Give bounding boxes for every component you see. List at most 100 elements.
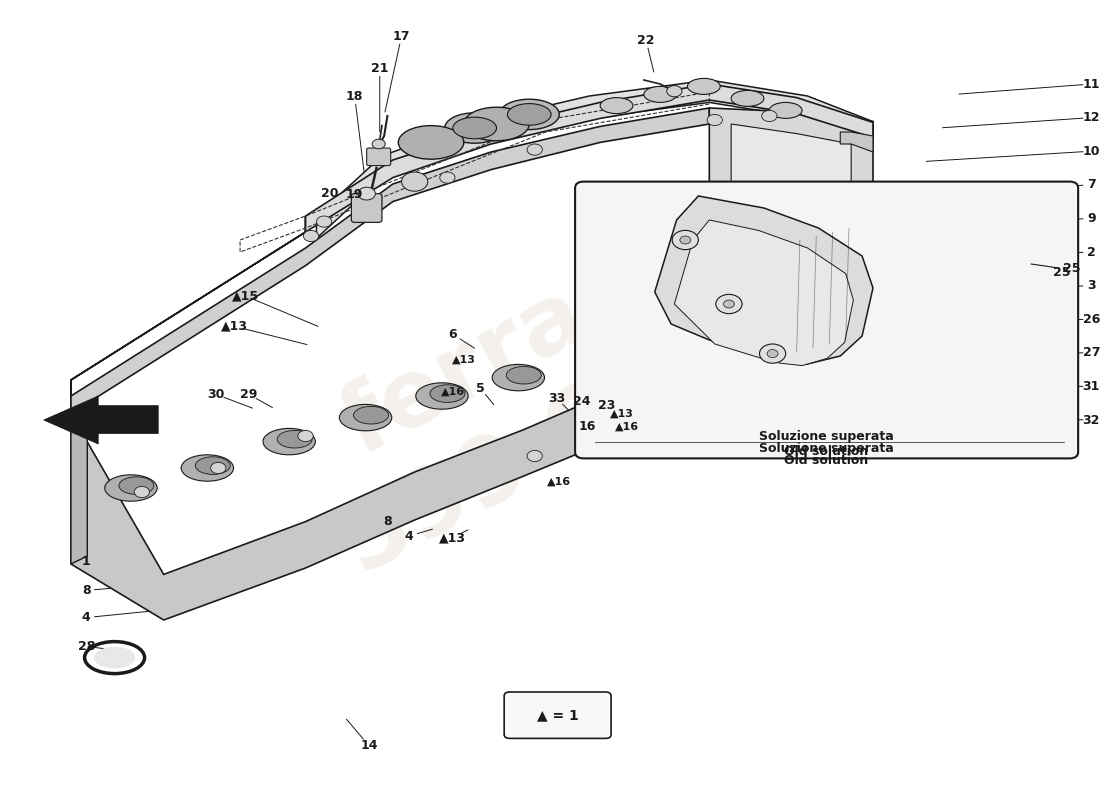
Text: 21: 21	[371, 62, 388, 74]
Text: 5: 5	[476, 382, 484, 394]
Circle shape	[759, 344, 785, 363]
Circle shape	[582, 438, 597, 450]
Ellipse shape	[196, 457, 230, 474]
Circle shape	[767, 350, 778, 358]
Circle shape	[358, 187, 375, 200]
Circle shape	[298, 430, 314, 442]
Ellipse shape	[644, 86, 676, 102]
Circle shape	[716, 294, 742, 314]
FancyBboxPatch shape	[351, 194, 382, 222]
Ellipse shape	[444, 113, 505, 143]
Circle shape	[372, 139, 385, 149]
Text: 22: 22	[637, 34, 654, 46]
Ellipse shape	[94, 646, 135, 669]
Text: 2: 2	[1087, 246, 1096, 258]
Text: 27: 27	[1082, 346, 1100, 359]
Polygon shape	[710, 108, 873, 320]
Circle shape	[707, 114, 723, 126]
Polygon shape	[674, 220, 854, 366]
Text: 11: 11	[1082, 78, 1100, 90]
Ellipse shape	[119, 477, 154, 494]
Text: 23: 23	[598, 399, 615, 412]
Text: 10: 10	[1082, 145, 1100, 158]
Ellipse shape	[104, 474, 157, 501]
Ellipse shape	[263, 429, 316, 454]
Ellipse shape	[182, 454, 233, 481]
Circle shape	[761, 110, 777, 122]
Circle shape	[134, 486, 150, 498]
Polygon shape	[70, 388, 87, 564]
Text: 31: 31	[1082, 380, 1100, 393]
Ellipse shape	[769, 102, 802, 118]
Text: 32: 32	[1082, 414, 1100, 426]
Text: ▲16: ▲16	[615, 422, 639, 431]
Circle shape	[609, 428, 624, 439]
Text: Soluzione superata
Old solution: Soluzione superata Old solution	[759, 430, 893, 458]
Ellipse shape	[688, 78, 720, 94]
Ellipse shape	[277, 430, 312, 448]
Text: 1985: 1985	[486, 372, 648, 492]
Text: 29: 29	[240, 388, 257, 401]
Circle shape	[402, 172, 428, 191]
FancyBboxPatch shape	[504, 692, 612, 738]
Polygon shape	[70, 108, 709, 414]
Text: 25: 25	[1053, 266, 1070, 278]
Ellipse shape	[732, 90, 763, 106]
Ellipse shape	[453, 118, 496, 138]
Text: ▲13: ▲13	[439, 531, 466, 544]
Ellipse shape	[506, 366, 541, 384]
Ellipse shape	[499, 99, 559, 130]
Text: 28: 28	[77, 640, 95, 653]
Ellipse shape	[340, 405, 392, 430]
Ellipse shape	[507, 104, 551, 125]
Text: Old solution: Old solution	[784, 454, 868, 467]
Ellipse shape	[601, 98, 632, 114]
Text: 7: 7	[1087, 178, 1096, 191]
Text: Soluzione superata
Old solution: Soluzione superata Old solution	[759, 435, 893, 463]
Circle shape	[527, 450, 542, 462]
Polygon shape	[840, 132, 873, 152]
Circle shape	[317, 216, 332, 227]
Polygon shape	[732, 124, 851, 304]
Text: 4: 4	[405, 530, 414, 542]
Circle shape	[527, 144, 542, 155]
Text: ▲ = 1: ▲ = 1	[537, 708, 579, 722]
Text: 4: 4	[81, 611, 90, 624]
Polygon shape	[44, 396, 158, 444]
Text: 8: 8	[81, 584, 90, 597]
Text: 18: 18	[346, 90, 363, 102]
Ellipse shape	[398, 126, 464, 159]
Circle shape	[667, 86, 682, 97]
Polygon shape	[654, 196, 873, 364]
Circle shape	[672, 230, 698, 250]
Ellipse shape	[430, 385, 465, 402]
Text: Soluzione superata: Soluzione superata	[759, 442, 893, 454]
Polygon shape	[840, 236, 873, 256]
Text: 16: 16	[579, 420, 596, 433]
Text: ▲13: ▲13	[610, 409, 634, 418]
Text: 33: 33	[548, 392, 565, 405]
Text: 26: 26	[1082, 313, 1100, 326]
Text: ferrari
599 GTO: ferrari 599 GTO	[278, 206, 770, 594]
Text: 3: 3	[1087, 279, 1096, 292]
Circle shape	[210, 462, 225, 474]
Text: ▲13: ▲13	[452, 355, 475, 365]
Text: ▲15: ▲15	[232, 290, 260, 302]
Polygon shape	[840, 276, 873, 296]
Polygon shape	[70, 368, 676, 620]
Ellipse shape	[492, 364, 544, 390]
Text: 6: 6	[449, 328, 458, 341]
Text: 1: 1	[81, 555, 90, 568]
Text: 17: 17	[393, 30, 410, 42]
Circle shape	[304, 230, 319, 242]
Text: 8: 8	[383, 515, 392, 528]
Ellipse shape	[464, 107, 529, 141]
Text: 25: 25	[1063, 262, 1080, 274]
Text: 30: 30	[208, 388, 224, 401]
Ellipse shape	[353, 406, 388, 424]
Text: 14: 14	[360, 739, 377, 752]
FancyBboxPatch shape	[366, 148, 390, 166]
Text: 24: 24	[573, 395, 591, 408]
Text: 12: 12	[1082, 111, 1100, 124]
Text: ▲13: ▲13	[221, 320, 249, 333]
